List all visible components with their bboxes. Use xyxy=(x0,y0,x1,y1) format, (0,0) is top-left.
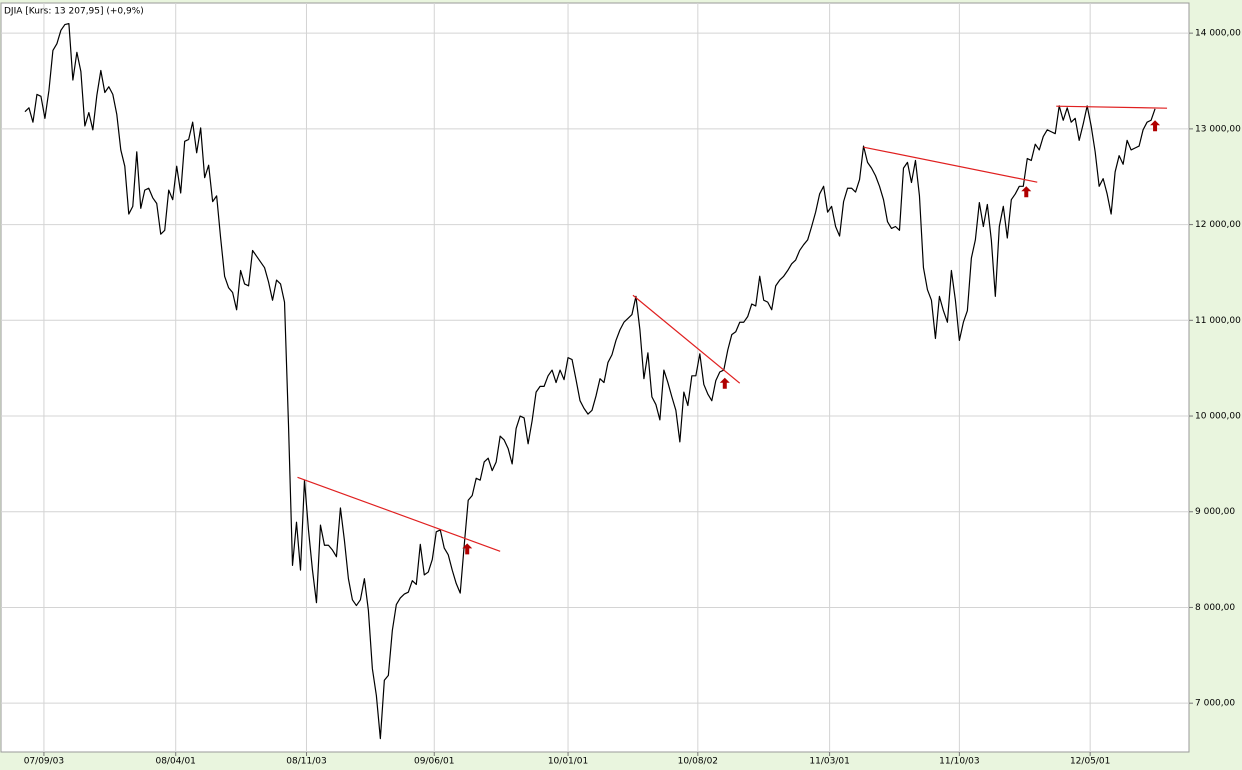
x-tick-label: 10/01/01 xyxy=(548,757,588,767)
y-tick-label: 10 000,00 xyxy=(1195,412,1241,422)
buy-signal-arrow xyxy=(1021,186,1032,198)
buy-signal-arrow xyxy=(1150,120,1161,132)
chart-title: DJIA [Kurs: 13 207,95] (+0,9%) xyxy=(4,7,144,17)
plot xyxy=(24,22,1168,740)
x-tick-label: 08/04/01 xyxy=(155,757,195,767)
price-line xyxy=(24,22,1156,740)
y-tick-label: 11 000,00 xyxy=(1195,316,1241,326)
grid xyxy=(1,3,1189,752)
trend-line xyxy=(297,476,501,552)
y-tick-label: 7 000,00 xyxy=(1195,699,1235,709)
x-tick-label: 11/10/03 xyxy=(939,757,979,767)
buy-signal-arrow xyxy=(462,543,473,555)
x-tick-label: 09/06/01 xyxy=(414,757,454,767)
trend-line xyxy=(863,146,1038,183)
y-tick-label: 8 000,00 xyxy=(1195,603,1235,613)
y-tick-label: 14 000,00 xyxy=(1195,29,1241,39)
x-tick-label: 07/09/03 xyxy=(24,757,64,767)
buy-signal-arrow xyxy=(719,377,730,389)
plot-area xyxy=(0,2,1190,753)
trend-line xyxy=(632,294,741,384)
y-tick-label: 9 000,00 xyxy=(1195,507,1235,517)
x-tick-label: 08/11/03 xyxy=(286,757,326,767)
y-tick-label: 12 000,00 xyxy=(1195,220,1241,230)
trend-line xyxy=(1056,105,1168,109)
x-tick-label: 12/05/01 xyxy=(1070,757,1110,767)
x-tick-label: 11/03/01 xyxy=(809,757,849,767)
y-tick-label: 13 000,00 xyxy=(1195,124,1241,134)
x-tick-label: 10/08/02 xyxy=(678,757,718,767)
